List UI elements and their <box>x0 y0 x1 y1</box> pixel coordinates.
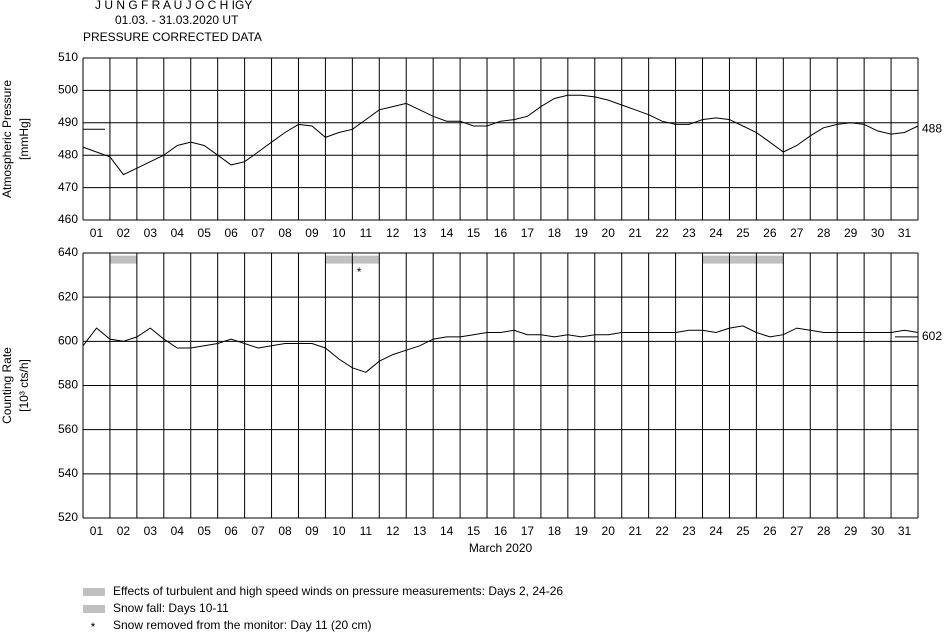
x-tick-label: 06 <box>224 226 238 240</box>
x-tick-label: 09 <box>305 226 319 240</box>
y-tick-label: 640 <box>58 245 78 259</box>
x-tick-label: 07 <box>251 524 265 538</box>
x-tick-label: 31 <box>898 524 912 538</box>
x-tick-label: 02 <box>117 524 131 538</box>
x-tick-label: 31 <box>898 226 912 240</box>
reference-label: 602 <box>922 329 942 343</box>
x-tick-label: 13 <box>413 226 427 240</box>
x-tick-label: 09 <box>305 524 319 538</box>
x-tick-label: 22 <box>655 524 669 538</box>
y-tick-label: 540 <box>58 466 78 480</box>
station-title: J U N G F R A U J O C H IGY <box>95 0 252 12</box>
x-tick-label: 01 <box>90 226 104 240</box>
x-tick-label: 14 <box>440 226 454 240</box>
x-tick-label: 21 <box>628 524 642 538</box>
x-tick-label: 23 <box>682 524 696 538</box>
x-tick-label: 21 <box>628 226 642 240</box>
x-tick-label: 17 <box>521 226 535 240</box>
data-line <box>82 325 919 373</box>
legend-swatch <box>83 588 105 596</box>
y-tick-label: 620 <box>58 289 78 303</box>
x-tick-label: 20 <box>602 524 616 538</box>
x-tick-label: 11 <box>360 524 373 538</box>
x-tick-label: 04 <box>171 226 185 240</box>
y-tick-label: 460 <box>58 212 78 226</box>
y-axis-label: Counting Rate <box>0 347 14 424</box>
x-tick-label: 17 <box>521 524 535 538</box>
x-tick-label: 10 <box>332 226 346 240</box>
y-tick-label: 500 <box>58 83 78 97</box>
y-tick-label: 580 <box>58 378 78 392</box>
subtitle: PRESSURE CORRECTED DATA <box>83 30 262 44</box>
shaded-period <box>702 255 784 264</box>
x-tick-label: 25 <box>736 226 750 240</box>
x-tick-label: 08 <box>278 226 292 240</box>
x-tick-label: 12 <box>386 524 400 538</box>
x-tick-label: 08 <box>278 524 292 538</box>
x-tick-label: 25 <box>736 524 750 538</box>
y-tick-label: 490 <box>58 115 78 129</box>
x-tick-label: 12 <box>386 226 400 240</box>
x-tick-label: 04 <box>171 524 185 538</box>
legend-swatch <box>83 605 105 613</box>
x-tick-label: 14 <box>440 524 454 538</box>
y-axis-label: [mmHg] <box>17 118 31 160</box>
x-tick-label: 28 <box>817 226 831 240</box>
legend-symbol: * <box>91 620 96 633</box>
x-tick-label: 20 <box>602 226 616 240</box>
reference-label: 488 <box>922 121 942 135</box>
x-tick-label: 26 <box>763 524 777 538</box>
x-tick-label: 30 <box>871 524 885 538</box>
y-tick-label: 600 <box>58 334 78 348</box>
y-tick-label: 510 <box>58 50 78 64</box>
x-tick-label: 02 <box>117 226 131 240</box>
x-tick-label: 30 <box>871 226 885 240</box>
y-tick-label: 480 <box>58 147 78 161</box>
x-tick-label: 18 <box>548 524 562 538</box>
shaded-period <box>109 255 137 264</box>
x-tick-label: 15 <box>467 226 481 240</box>
x-tick-label: 05 <box>198 226 212 240</box>
x-tick-label: 16 <box>494 226 508 240</box>
x-tick-label: 29 <box>844 524 858 538</box>
x-tick-label: 26 <box>763 226 777 240</box>
y-axis-label: Atmospheric Pressure <box>0 80 14 198</box>
x-tick-label: 16 <box>494 524 508 538</box>
x-tick-label: 29 <box>844 226 858 240</box>
period: 01.03. - 31.03.2020 UT <box>115 13 239 27</box>
y-tick-label: 470 <box>58 180 78 194</box>
x-tick-label: 05 <box>198 524 212 538</box>
legend-label: Snow fall: Days 10-11 <box>113 601 229 615</box>
y-axis-label: [10³ cts/h] <box>17 359 31 412</box>
x-tick-label: 27 <box>790 524 804 538</box>
data-line <box>82 94 919 176</box>
x-tick-label: 24 <box>709 226 723 240</box>
y-tick-label: 520 <box>58 510 78 524</box>
x-tick-label: 03 <box>144 524 158 538</box>
x-tick-label: 06 <box>224 524 238 538</box>
y-tick-label: 560 <box>58 422 78 436</box>
x-tick-label: 23 <box>682 226 696 240</box>
x-axis-label: March 2020 <box>469 541 533 555</box>
x-tick-label: 28 <box>817 524 831 538</box>
x-tick-label: 18 <box>548 226 562 240</box>
x-tick-label: 24 <box>709 524 723 538</box>
x-tick-label: 19 <box>575 226 589 240</box>
x-tick-label: 07 <box>251 226 265 240</box>
x-tick-label: 10 <box>332 524 346 538</box>
x-tick-label: 15 <box>467 524 481 538</box>
x-tick-label: 13 <box>413 524 427 538</box>
snow-marker: * <box>357 265 362 279</box>
legend-label: Snow removed from the monitor: Day 11 (2… <box>113 618 372 632</box>
legend-label: Effects of turbulent and high speed wind… <box>113 584 563 598</box>
x-tick-label: 03 <box>144 226 158 240</box>
x-tick-label: 01 <box>90 524 104 538</box>
x-tick-label: 27 <box>790 226 804 240</box>
x-tick-label: 19 <box>575 524 589 538</box>
x-tick-label: 22 <box>655 226 669 240</box>
x-tick-label: 11 <box>360 226 373 240</box>
